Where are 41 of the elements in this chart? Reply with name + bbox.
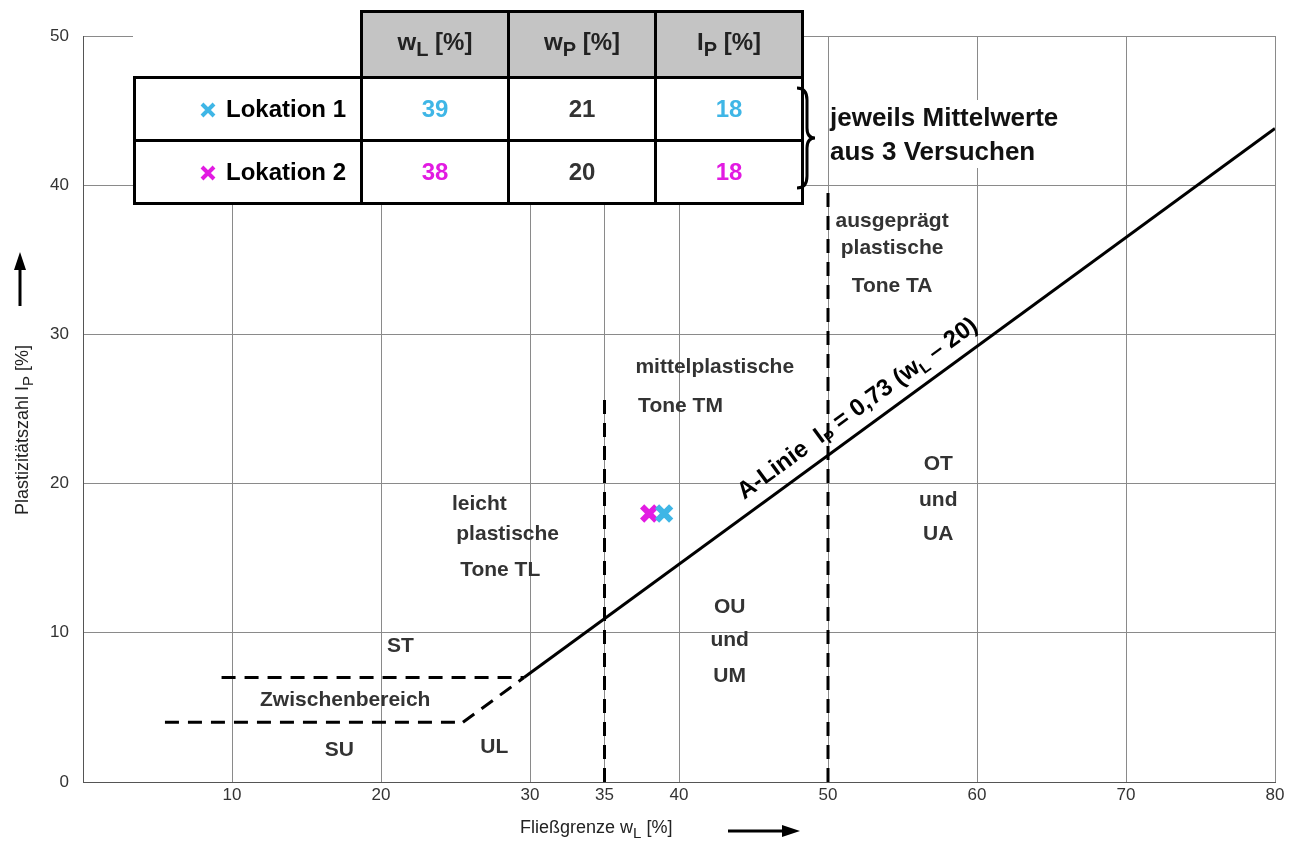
legend-label: Lokation 2 bbox=[225, 157, 346, 185]
y-tick-label: 10 bbox=[50, 622, 69, 642]
annotation: und bbox=[919, 486, 958, 510]
annotation: SU bbox=[324, 737, 354, 761]
y-tick-label: 20 bbox=[50, 473, 69, 493]
annotation: UL bbox=[480, 734, 509, 758]
x-tick-label: 50 bbox=[818, 784, 838, 804]
annotation: OT bbox=[923, 451, 954, 474]
y-tick-label: 0 bbox=[59, 771, 69, 791]
annotation: leicht bbox=[451, 491, 507, 515]
annotation: jeweils Mittelwerte aus 3 Versuchen bbox=[830, 100, 1059, 168]
annotation: w$_{L}$ [%] bbox=[361, 11, 509, 77]
annotation: 39 bbox=[361, 77, 509, 140]
annotation: I$_{P}$ [%] bbox=[655, 11, 803, 77]
x-tick-label: 60 bbox=[967, 784, 987, 804]
annotation: OU bbox=[713, 594, 746, 618]
annotation: 18 bbox=[655, 140, 803, 203]
annotation: 20 bbox=[508, 140, 656, 203]
annotation: UA bbox=[923, 521, 954, 545]
x-tick-label: 10 bbox=[222, 784, 242, 804]
x-tick-label: 20 bbox=[371, 784, 391, 804]
x-tick-label: 70 bbox=[1116, 784, 1136, 804]
x-tick-label: 40 bbox=[669, 784, 689, 804]
legend-label: Lokation 1 bbox=[225, 94, 346, 122]
annotation: w$_{P}$ [%] bbox=[508, 11, 656, 77]
y-tick-label: 30 bbox=[50, 324, 69, 344]
x-tick-label: 80 bbox=[1265, 784, 1285, 804]
annotation: UM bbox=[713, 662, 746, 686]
annotation: ST bbox=[386, 633, 414, 657]
x-tick-label: 35 bbox=[595, 784, 614, 804]
x-axis-title: Fließgrenze w$_{L}$ [%] bbox=[520, 817, 673, 841]
annotation: 38 bbox=[361, 140, 509, 203]
annotation: und bbox=[710, 627, 749, 651]
annotation: plastische bbox=[840, 234, 944, 258]
annotation: 21 bbox=[508, 77, 656, 140]
annotation: ausgeprägt bbox=[835, 207, 949, 231]
annotation: Tone TA bbox=[851, 273, 933, 297]
y-tick-label: 40 bbox=[50, 174, 69, 194]
annotation: 18 bbox=[655, 77, 803, 140]
x-tick-label: 30 bbox=[520, 784, 540, 804]
y-tick-label: 50 bbox=[50, 25, 69, 45]
